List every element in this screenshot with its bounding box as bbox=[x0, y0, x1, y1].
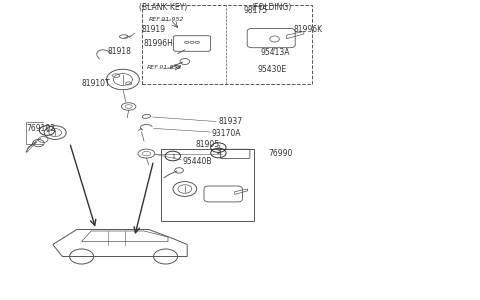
Text: 1: 1 bbox=[45, 128, 49, 133]
Text: 81918: 81918 bbox=[108, 47, 132, 56]
Text: 2: 2 bbox=[216, 151, 220, 155]
Text: 76990: 76990 bbox=[269, 148, 293, 158]
Text: 98175: 98175 bbox=[244, 6, 268, 15]
Text: 81996H: 81996H bbox=[144, 39, 174, 48]
Text: 81996K: 81996K bbox=[294, 26, 323, 34]
Text: 81905: 81905 bbox=[195, 140, 220, 149]
Text: 1: 1 bbox=[171, 154, 175, 158]
Text: (FOLDING): (FOLDING) bbox=[251, 3, 291, 12]
Text: 93170A: 93170A bbox=[211, 129, 240, 138]
Text: 2: 2 bbox=[216, 145, 220, 150]
Text: REF.91-952: REF.91-952 bbox=[146, 65, 182, 70]
Text: 81919: 81919 bbox=[142, 26, 166, 34]
Text: REF.91-952: REF.91-952 bbox=[149, 17, 184, 22]
Text: 81937: 81937 bbox=[218, 117, 242, 126]
Text: (BLANK KEY): (BLANK KEY) bbox=[139, 3, 187, 12]
Text: 95430E: 95430E bbox=[258, 64, 287, 74]
Text: 81910T: 81910T bbox=[82, 80, 110, 88]
Text: 95440B: 95440B bbox=[182, 157, 212, 166]
Text: 769102: 769102 bbox=[26, 124, 55, 133]
Text: 95413A: 95413A bbox=[261, 48, 290, 57]
